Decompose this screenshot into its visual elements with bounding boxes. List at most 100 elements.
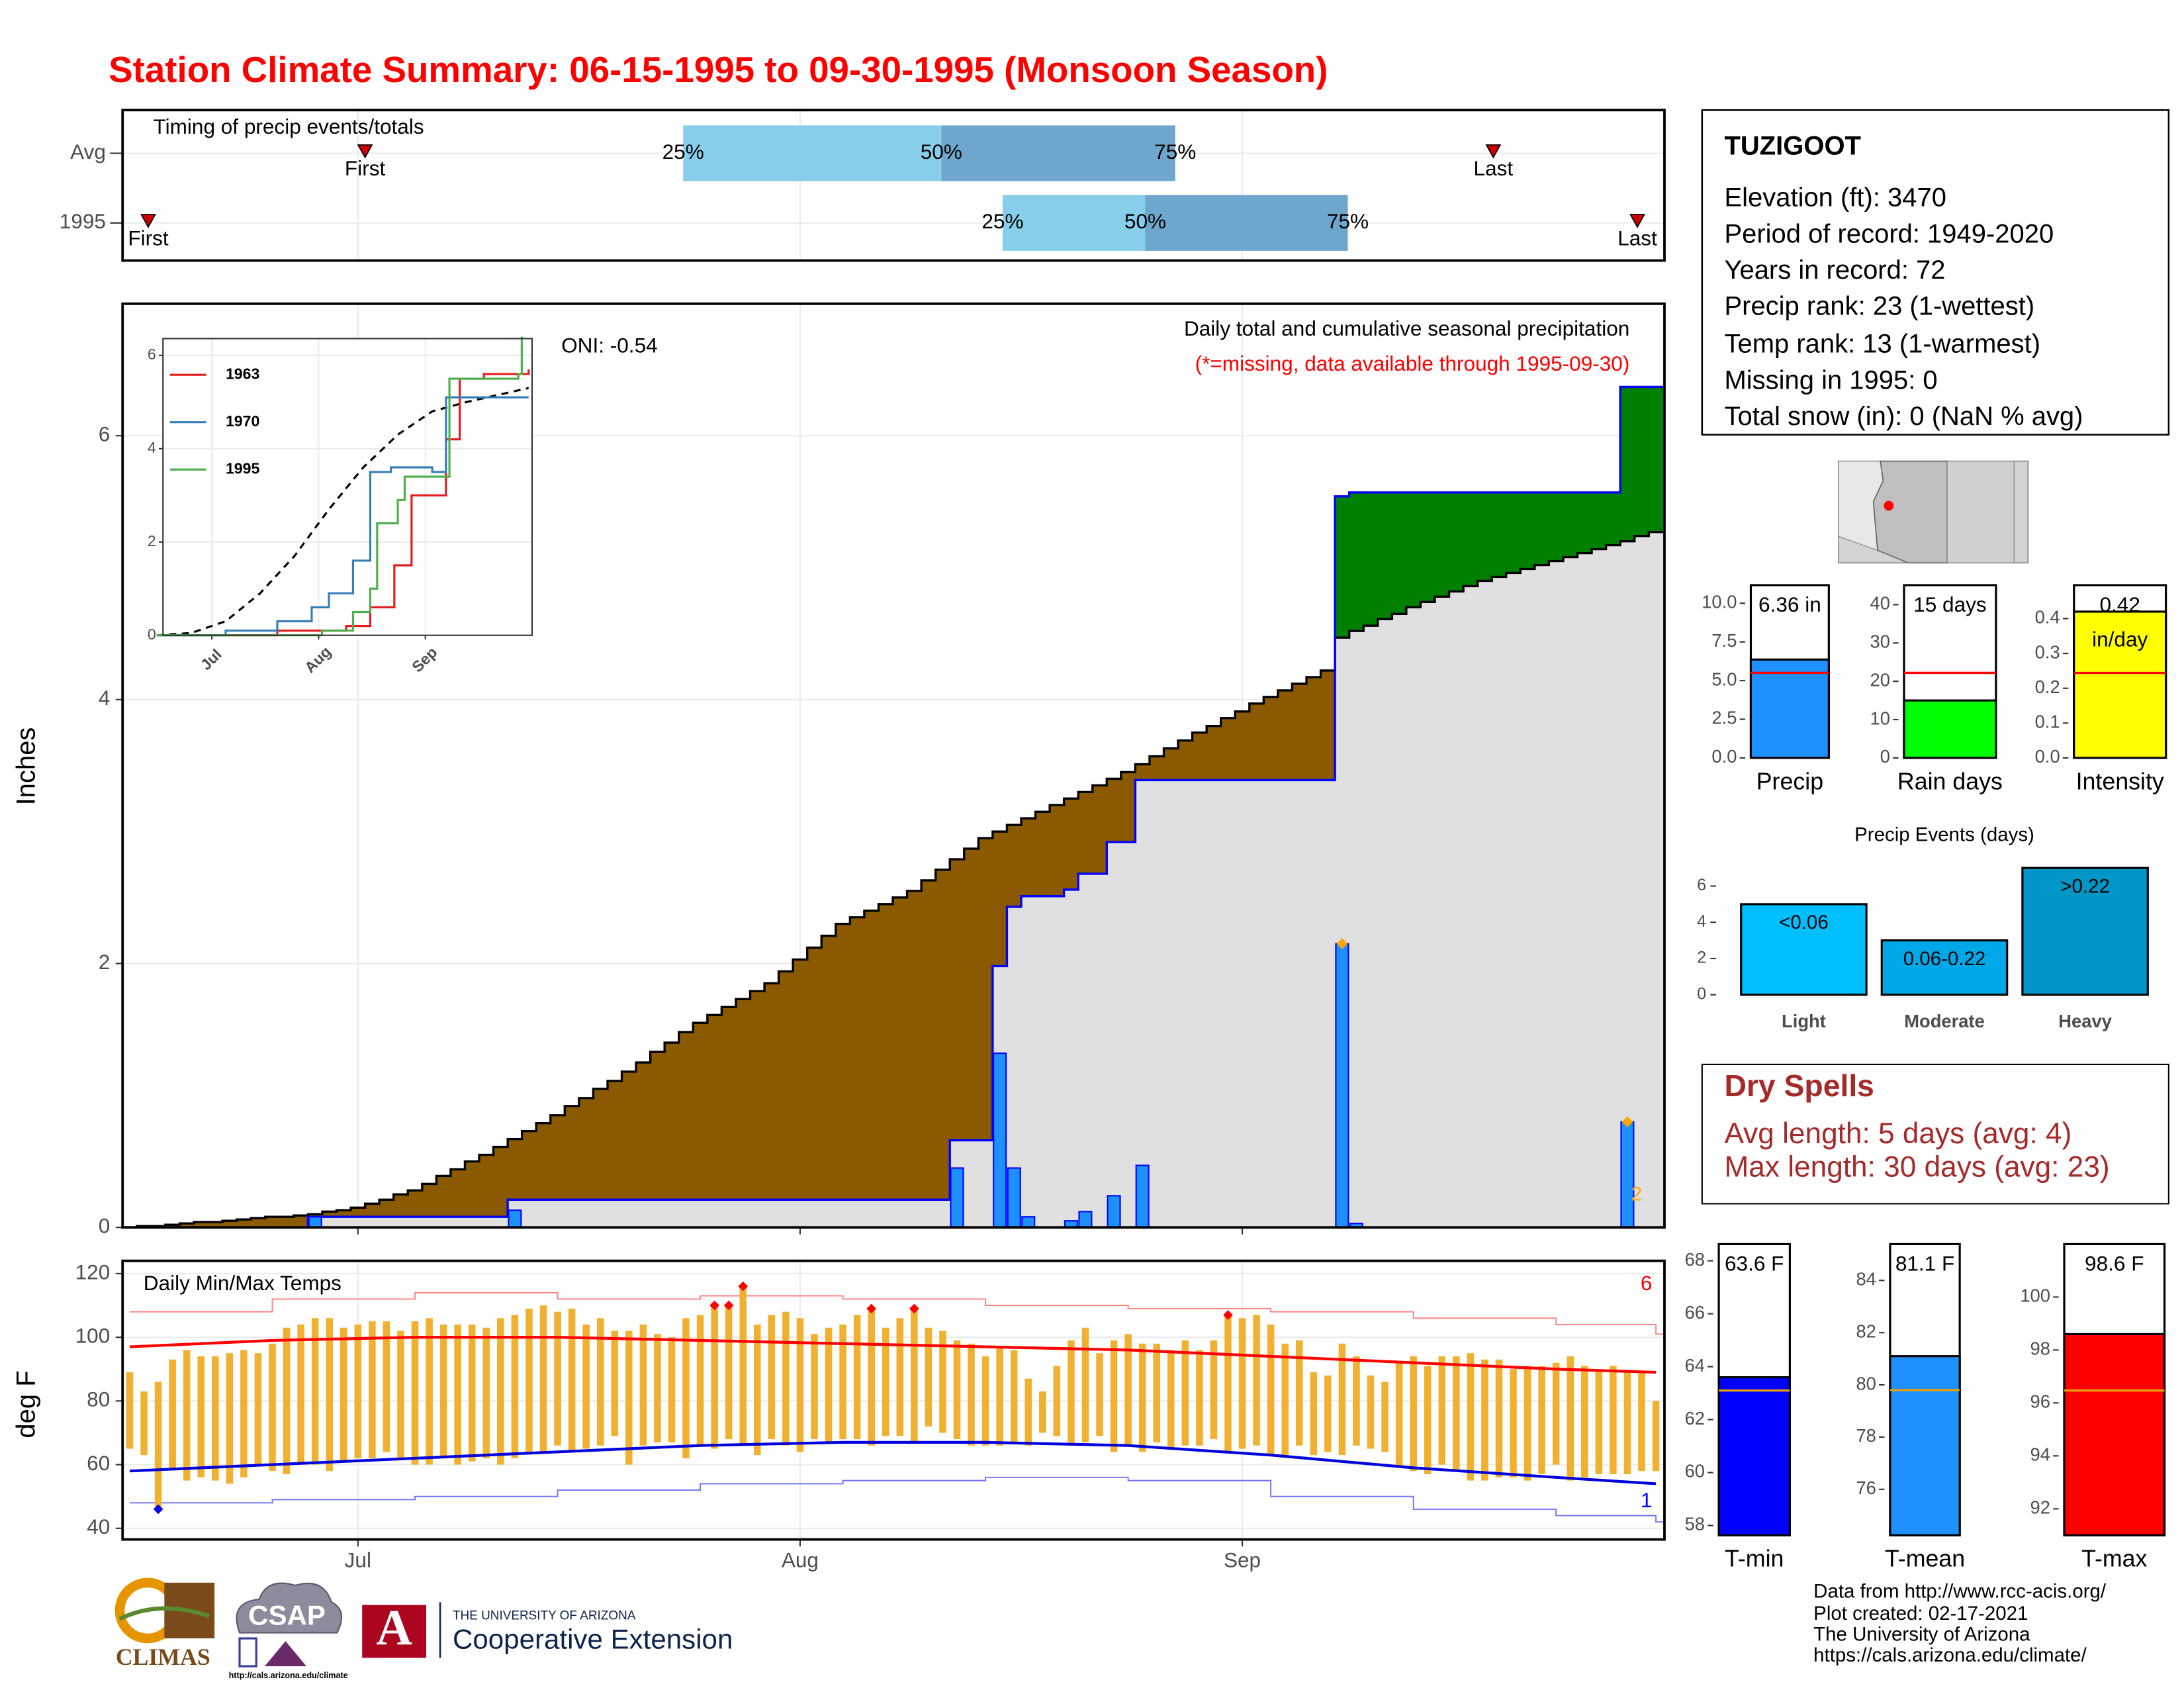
average-area (1477, 581, 1492, 1228)
temp-range-bar (525, 1308, 533, 1452)
deficit-area (621, 1071, 637, 1200)
average-area (1520, 569, 1535, 1228)
deficit-area (978, 838, 993, 1141)
temp-range-bar (1367, 1375, 1375, 1449)
y-tick-label: 68 (1685, 1249, 1705, 1270)
summary-bar (1749, 658, 1830, 759)
average-area (878, 1199, 893, 1228)
temp-range-bar (1438, 1356, 1446, 1465)
daily-bar (993, 1053, 1007, 1229)
average-area (1563, 557, 1578, 1228)
average-area (351, 1217, 365, 1228)
average-area (821, 1199, 836, 1228)
y-tick-label: 80 (1856, 1373, 1876, 1393)
y-tick-label: 2 (148, 532, 156, 549)
dry-spells-line: Avg length: 5 days (avg: 4) (1724, 1117, 2071, 1150)
surplus-area (1549, 492, 1563, 561)
surplus-area (1377, 492, 1392, 620)
map-arizona (1872, 460, 1948, 564)
x-tick-label: Light (1782, 1011, 1826, 1031)
deficit-area (222, 1221, 237, 1228)
temp-range-bar (639, 1324, 647, 1446)
summary-label: T-max (2081, 1546, 2147, 1572)
y-tick-label: 20 (1870, 669, 1890, 690)
quartile-label: 25% (981, 209, 1023, 233)
record-high-line (129, 1291, 1664, 1335)
temp-range-bar (1510, 1369, 1517, 1477)
temp-range-bar (1053, 1366, 1061, 1436)
station-line: Elevation (ft): 3470 (1724, 183, 1946, 212)
deficit-area (408, 1190, 422, 1217)
panel-title: Precip Events (days) (1854, 824, 2034, 846)
average-area (664, 1199, 679, 1228)
average-area (607, 1199, 622, 1228)
temp-range-bar (212, 1356, 219, 1481)
temp-range-bar (126, 1372, 134, 1449)
average-area (864, 1199, 879, 1228)
bar (1740, 903, 1868, 996)
deficit-area (1320, 670, 1336, 780)
temp-range-bar (882, 1327, 889, 1436)
y-tick-label: 40 (1870, 593, 1890, 614)
deficit-area (735, 999, 751, 1200)
average-area (465, 1217, 480, 1228)
y-tick-label: 2 (1697, 949, 1706, 967)
surplus-area (1434, 492, 1449, 597)
value-label: 63.6 F (1725, 1251, 1784, 1275)
y-tick-label: 82 (1856, 1321, 1876, 1341)
y-tick-label: 1995 (60, 209, 106, 233)
deficit-area (707, 1015, 722, 1200)
y-tick-label: 0.3 (2035, 641, 2060, 662)
temp-range-bar (311, 1318, 319, 1465)
average-area (1592, 549, 1606, 1228)
average-area (735, 1199, 751, 1228)
deficit-area (1235, 711, 1250, 780)
average-area (536, 1199, 551, 1228)
summary-label: Precip (1756, 768, 1823, 794)
station-location (1884, 500, 1894, 511)
annotation: 2 (1631, 1184, 1642, 1205)
station-line: Missing in 1995: 0 (1724, 365, 1937, 395)
temp-range-bar (1253, 1315, 1260, 1446)
deficit-area (807, 947, 822, 1200)
average-area (1306, 780, 1321, 1228)
temp-range-bar (1138, 1343, 1146, 1452)
deficit-area (1220, 718, 1236, 780)
plot-frame (121, 109, 1666, 262)
plot-frame (121, 302, 1666, 1229)
temp-range-bar (1181, 1340, 1189, 1446)
average-area (1349, 631, 1364, 1228)
daily-bar (1021, 1216, 1036, 1229)
temp-range-bar (369, 1321, 376, 1458)
temp-range-bar (1610, 1366, 1617, 1474)
average-area (550, 1199, 565, 1228)
daily-bar (1135, 1164, 1150, 1229)
quartile-label: 50% (921, 140, 962, 164)
average-area (450, 1217, 465, 1228)
dry-spells-title: Dry Spells (1724, 1068, 1874, 1103)
temp-range-bar (1068, 1340, 1075, 1446)
footer-line: The University of Arizona (1813, 1624, 2030, 1646)
temp-range-bar (340, 1327, 347, 1462)
temp-range-bar (497, 1318, 504, 1465)
quartile-label: 75% (1154, 140, 1196, 164)
temp-range-bar (896, 1318, 904, 1436)
temp-range-bar (925, 1327, 933, 1427)
quartile-label: 75% (1327, 209, 1369, 233)
average-area (1392, 614, 1406, 1228)
daily-marker (1621, 1116, 1633, 1128)
panel-title: Timing of precip events/totals (154, 115, 424, 138)
average-area (1249, 780, 1264, 1228)
temp-range-bar (1210, 1340, 1218, 1440)
event-label: Last (1617, 226, 1657, 250)
deficit-area (179, 1223, 194, 1228)
temp-range-bar (454, 1324, 461, 1465)
value-label: 15 days (1913, 592, 1987, 616)
average-area (1406, 607, 1421, 1228)
temp-range-bar (1353, 1356, 1360, 1446)
deficit-area (1107, 778, 1121, 843)
y-tick-label: 80 (87, 1387, 110, 1411)
event-label: First (345, 156, 386, 180)
average-area (336, 1217, 351, 1228)
quartile-bar (683, 125, 942, 181)
